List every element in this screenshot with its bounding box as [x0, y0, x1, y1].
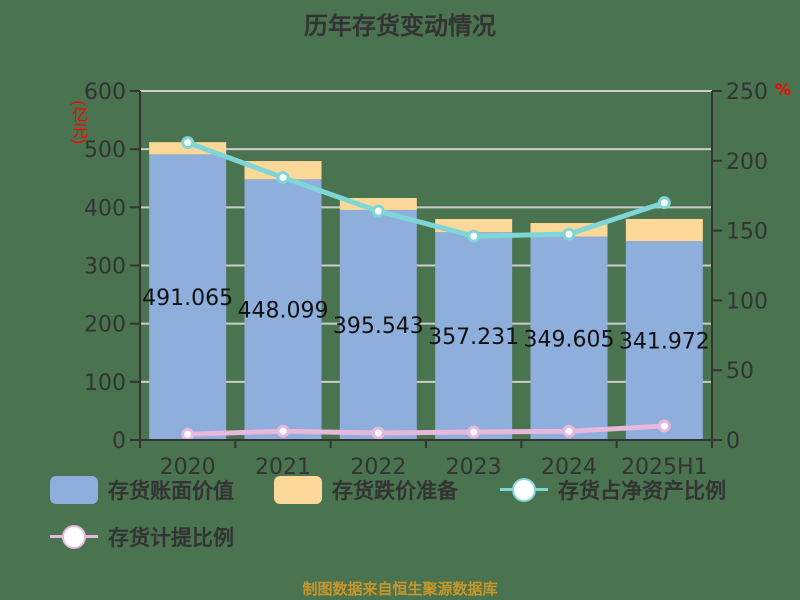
bar-provision[interactable] [244, 161, 322, 180]
line-point-marker[interactable] [276, 171, 290, 185]
line-point-marker[interactable] [467, 229, 481, 243]
line-point-marker[interactable] [181, 136, 195, 150]
line-point-marker[interactable] [276, 424, 290, 438]
legend-item-book-value[interactable]: 存货账面价值 [50, 475, 234, 505]
legend-line-marker-icon [500, 476, 548, 504]
line-point-marker[interactable] [562, 227, 576, 241]
right-axis-tick-label: 50 [726, 359, 754, 384]
legend-item-net-asset-ratio[interactable]: 存货占净资产比例 [500, 475, 726, 505]
left-axis-tick-label: 200 [84, 313, 126, 338]
right-axis-unit: % [775, 80, 792, 99]
line-series [181, 136, 671, 441]
legend-label: 存货计提比例 [108, 526, 234, 550]
bar-book-value[interactable] [244, 179, 322, 440]
bar-value-label: 395.543 [333, 314, 424, 339]
axes: 0 100 200 300 400 500 600 0 50 100 150 200 250 2020 20… [84, 80, 768, 480]
gridlines [140, 90, 712, 383]
bar-book-value[interactable] [435, 232, 513, 440]
line-point-marker[interactable] [657, 196, 671, 210]
left-axis-tick-label: 400 [84, 196, 126, 221]
left-axis-tick-label: 500 [84, 138, 126, 163]
legend-label: 存货占净资产比例 [558, 479, 726, 503]
bar-value-label: 349.605 [524, 327, 615, 352]
left-axis-tick-label: 600 [84, 80, 126, 105]
legend-item-provision[interactable]: 存货跌价准备 [274, 475, 458, 505]
right-axis-tick-label: 100 [726, 289, 768, 314]
line-provision-ratio [187, 423, 665, 437]
left-axis-tick-label: 300 [84, 255, 126, 280]
left-axis-unit: (亿元) [69, 100, 88, 145]
bar-value-label: 341.972 [619, 330, 710, 355]
x-axis-tick-label: 2020 [160, 455, 216, 480]
legend-label: 存货跌价准备 [332, 479, 458, 503]
bar-provision[interactable] [625, 218, 703, 242]
x-axis-tick-label: 2024 [541, 455, 597, 480]
x-axis-tick-label: 2021 [255, 455, 311, 480]
bar-value-label: 448.099 [238, 299, 329, 324]
line-point-marker[interactable] [657, 419, 671, 433]
x-axis-tick-label: 2022 [350, 455, 406, 480]
bar-book-value[interactable] [339, 209, 417, 440]
legend-item-provision-ratio[interactable]: 存货计提比例 [50, 522, 234, 552]
bar-value-label: 491.065 [142, 286, 233, 311]
line-net-asset-ratio [186, 140, 666, 239]
bar-series [149, 142, 703, 440]
line-point-marker[interactable] [371, 426, 385, 440]
x-axis-tick-label: 2025H1 [621, 455, 708, 480]
right-axis-tick-label: 200 [726, 150, 768, 175]
line-point-marker[interactable] [371, 204, 385, 218]
bar-book-value[interactable] [530, 236, 608, 440]
bar-book-value[interactable] [625, 241, 703, 440]
left-axis-tick-label: 100 [84, 371, 126, 396]
right-axis-tick-label: 250 [726, 80, 768, 105]
bar-provision[interactable] [339, 198, 417, 210]
legend-label: 存货账面价值 [108, 479, 234, 503]
line-point-marker[interactable] [562, 424, 576, 438]
data-source-note: 制图数据来自恒生聚源数据库 [302, 580, 498, 598]
line-point-marker[interactable] [467, 425, 481, 439]
legend-line-marker-icon [50, 523, 98, 551]
x-axis-tick-label: 2023 [446, 455, 502, 480]
legend-swatch-book-value [50, 476, 98, 504]
chart-title: 历年存货变动情况 [304, 12, 496, 40]
bar-value-label: 357.231 [428, 325, 519, 350]
bar-book-value[interactable] [149, 154, 227, 440]
right-axis-tick-label: 150 [726, 220, 768, 245]
right-axis-tick-label: 0 [726, 429, 740, 454]
left-axis-tick-label: 0 [112, 429, 126, 454]
legend-swatch-provision [274, 476, 322, 504]
line-point-marker[interactable] [181, 427, 195, 441]
